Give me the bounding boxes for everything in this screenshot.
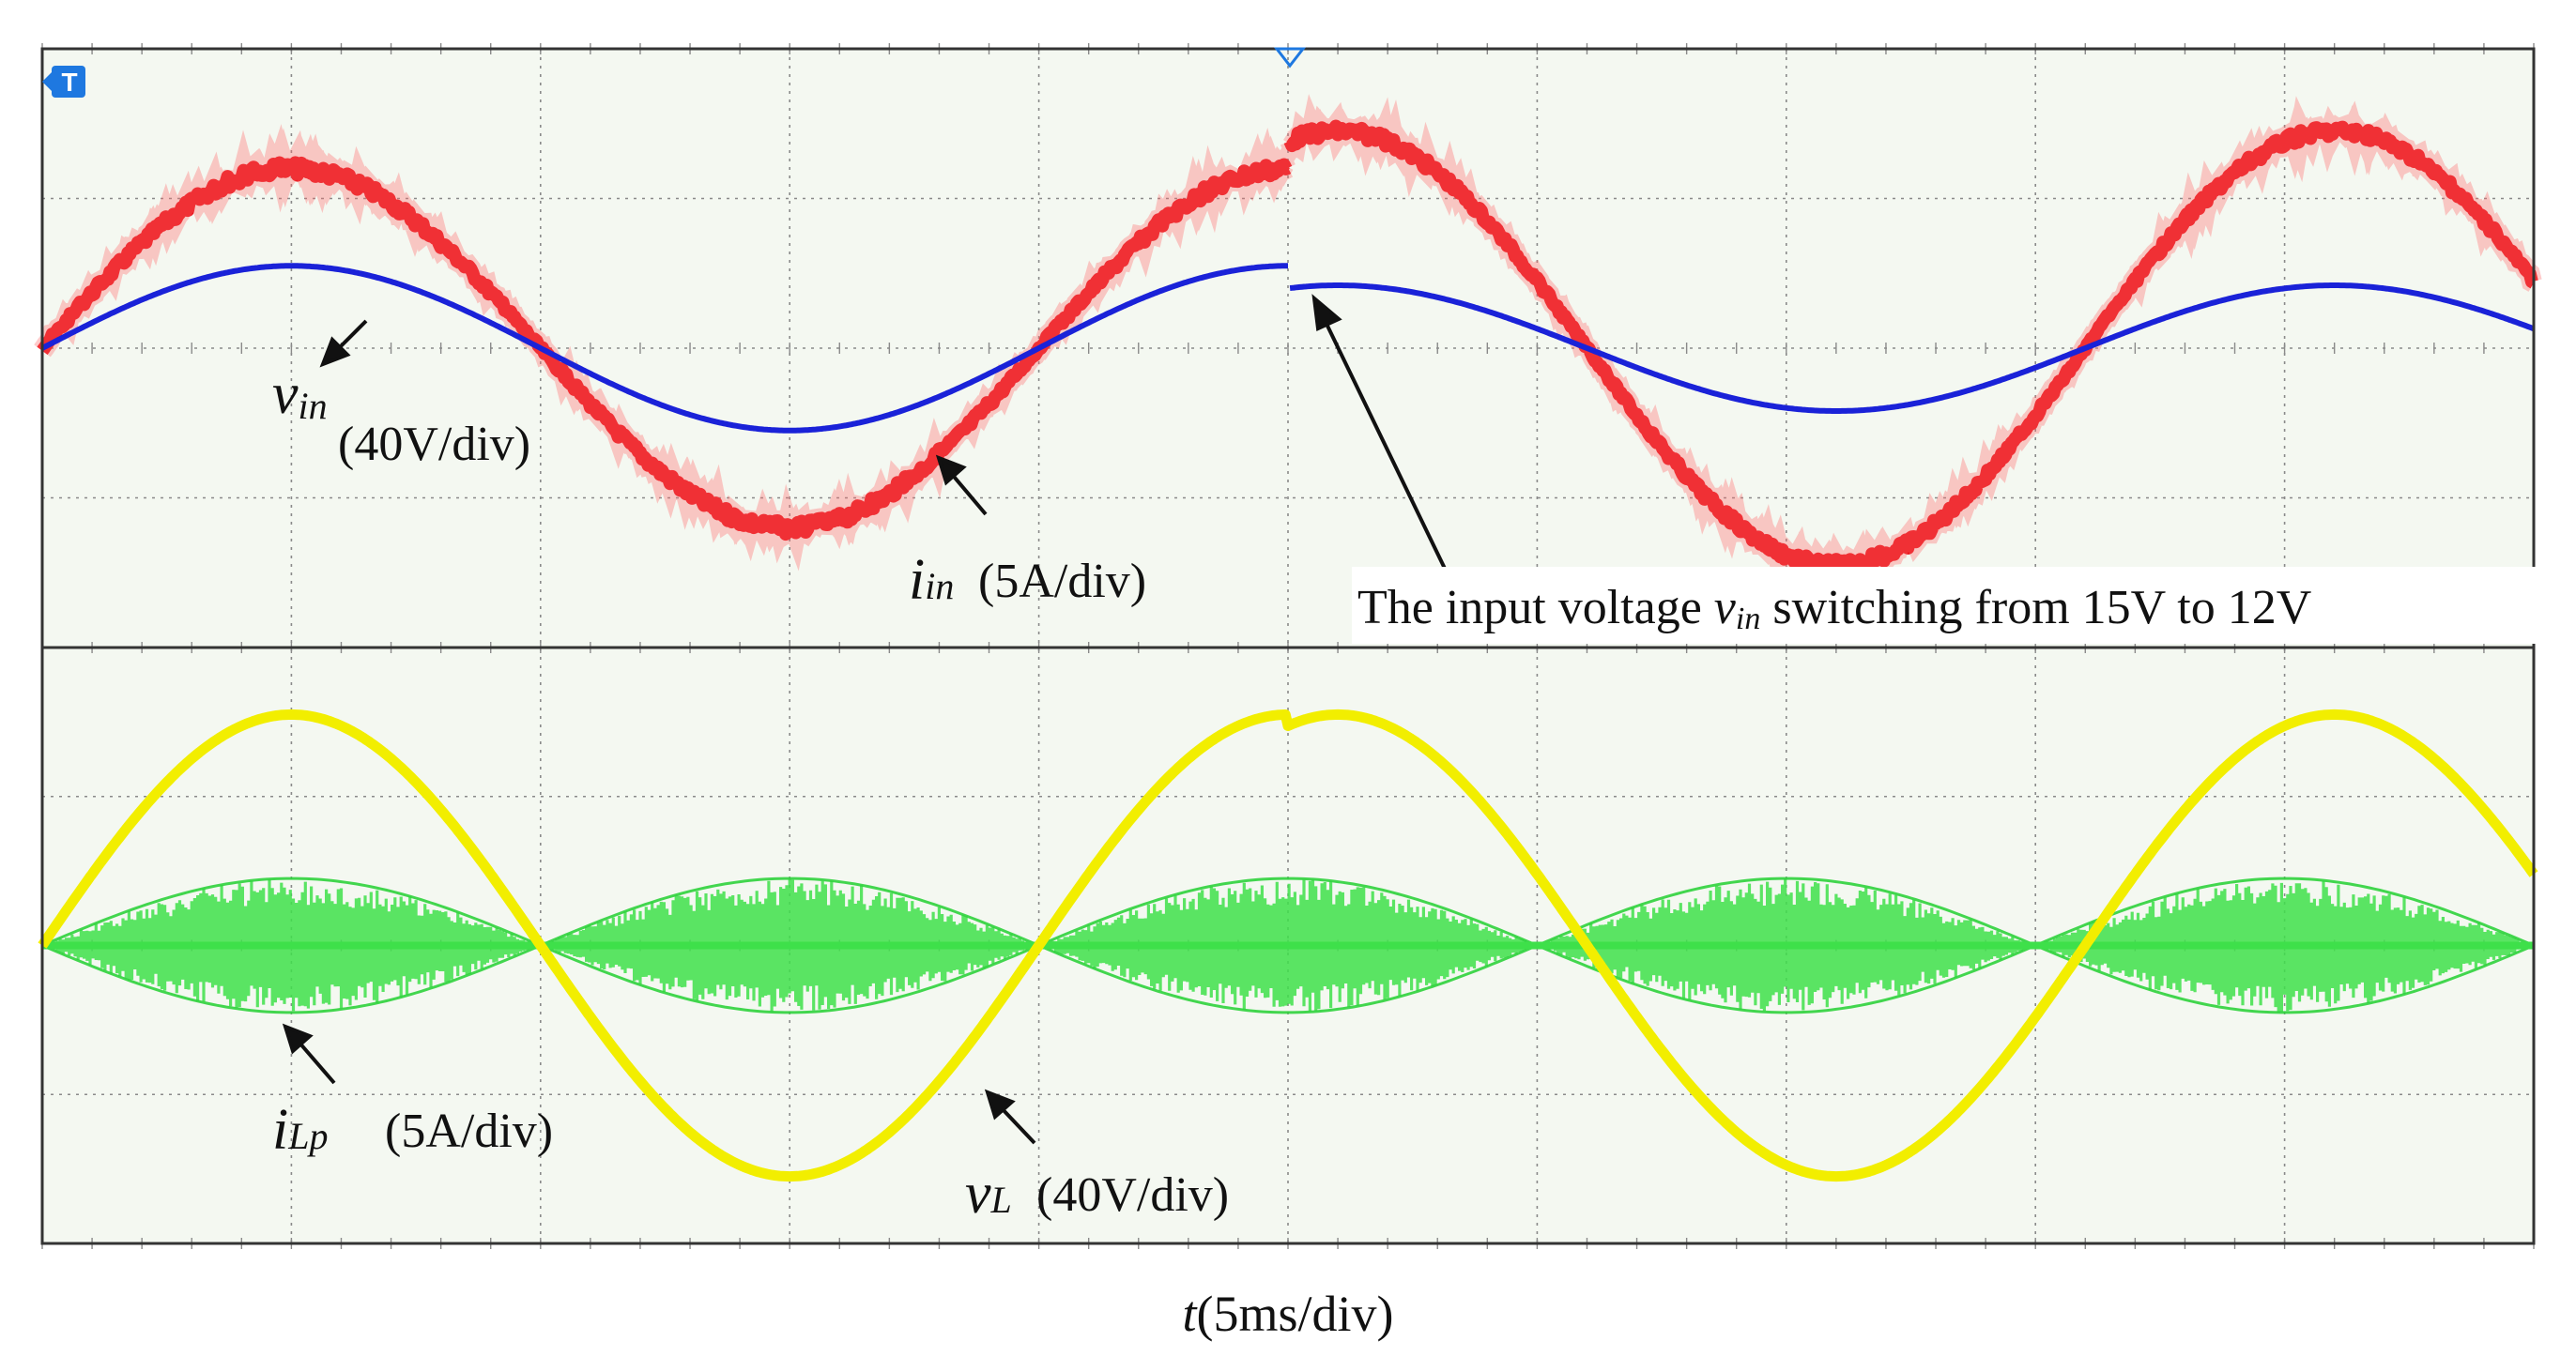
label-v-in: vin xyxy=(272,362,328,427)
trace-red-fuzz xyxy=(34,94,2542,607)
trigger-level-marker: T xyxy=(42,66,85,98)
switch-annotation-bg xyxy=(1352,567,2537,644)
traces xyxy=(34,94,2542,1182)
trigger-label: T xyxy=(61,68,77,97)
trace-blue-before xyxy=(40,263,1288,434)
arrow-v-l xyxy=(984,1089,1036,1145)
label-i-in: iin xyxy=(909,548,954,612)
label-v-l-scale: (40V/div) xyxy=(1036,1168,1229,1222)
trace-green-envelope-top xyxy=(41,877,2535,948)
trigger-position-icon xyxy=(1273,47,1307,69)
arrow-i-in xyxy=(935,454,988,516)
label-i-lp: iLp xyxy=(272,1098,328,1162)
label-v-l: vL xyxy=(965,1162,1012,1226)
switch-annotation: The input voltage vin switching from 15V… xyxy=(1357,581,2311,636)
arrow-i-lp xyxy=(282,1023,336,1085)
trace-blue-after xyxy=(1289,282,2536,414)
label-i-in-scale: (5A/div) xyxy=(978,555,1146,608)
trace-red-after xyxy=(1283,119,2538,576)
x-axis-label: t(5ms/div) xyxy=(1182,1286,1393,1342)
label-i-lp-scale: (5A/div) xyxy=(385,1105,553,1158)
arrow-v-in xyxy=(319,319,368,368)
trace-red-before xyxy=(37,156,1293,541)
label-v-in-scale: (40V/div) xyxy=(338,418,530,471)
annotation-arrows xyxy=(282,294,1449,1145)
trace-yellow xyxy=(38,709,2538,1182)
arrow-switch-event xyxy=(1311,294,1449,575)
trace-green-envelope-bottom xyxy=(41,943,2535,1014)
